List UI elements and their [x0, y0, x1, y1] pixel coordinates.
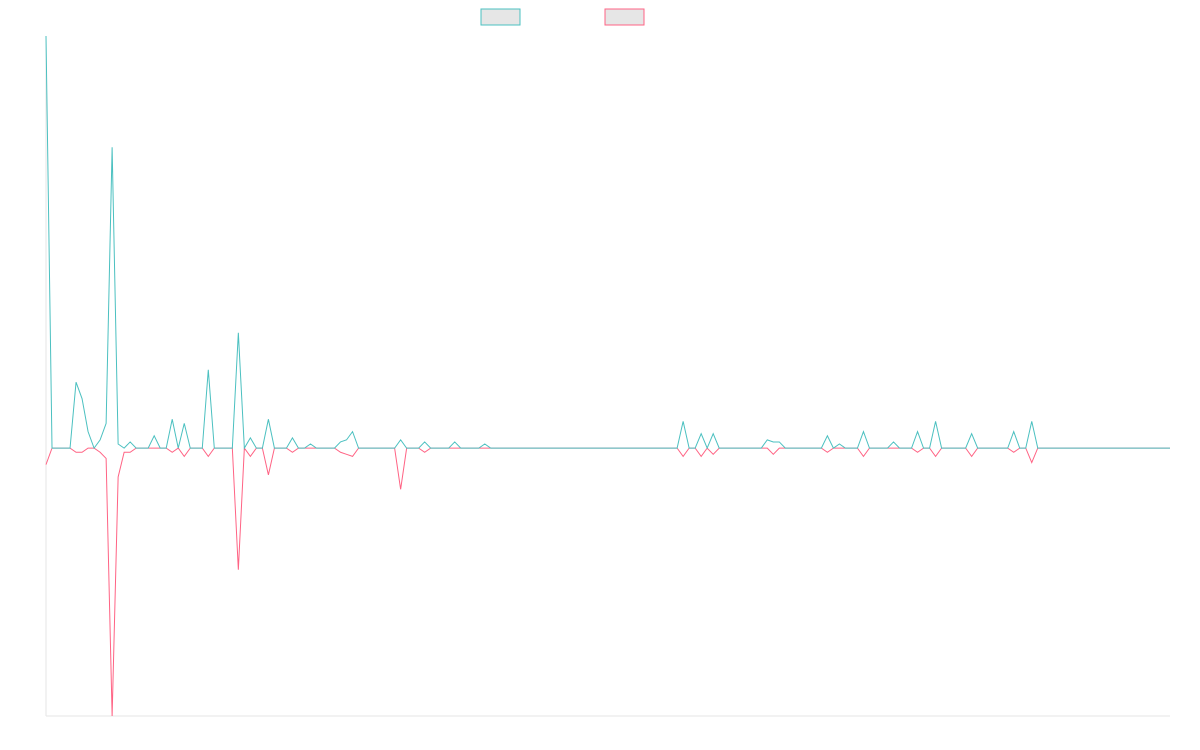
- legend-swatch: [480, 8, 521, 26]
- legend-swatch: [604, 8, 645, 26]
- series-line: [45, 35, 1170, 450]
- series-line: [45, 446, 1170, 717]
